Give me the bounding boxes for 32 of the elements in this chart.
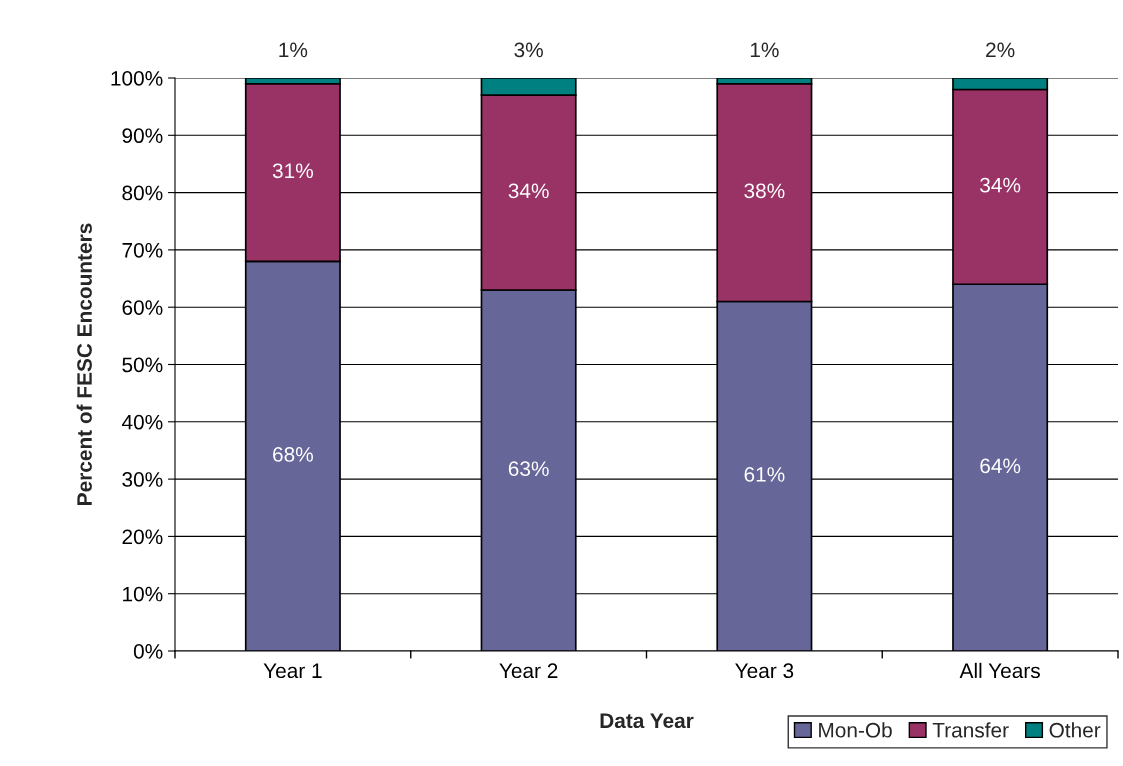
data-label: 1% — [750, 42, 779, 58]
y-axis-title: Percent of FESC Encounters — [76, 223, 92, 505]
x-tick-label: All Years — [959, 662, 1040, 679]
y-tick-label: 40% — [121, 414, 163, 430]
data-label: 31% — [272, 163, 313, 179]
y-tick-label: 20% — [122, 529, 163, 545]
y-tick-label: 10% — [123, 586, 163, 602]
y-tick-label: 0% — [133, 644, 163, 659]
y-tick-label: 90% — [122, 128, 163, 144]
y-tick-label: 50% — [122, 357, 163, 373]
data-label: 34% — [980, 177, 1021, 193]
y-tick-label: 70% — [122, 242, 163, 258]
y-tick-label: 60% — [122, 300, 163, 315]
legend-label: Transfer — [932, 722, 1009, 738]
data-label: 68% — [273, 447, 313, 462]
legend-label: Mon-Ob — [819, 722, 892, 738]
x-axis-title: Data Year — [600, 713, 694, 729]
data-label: 64% — [980, 458, 1021, 474]
y-tick-label: 30% — [122, 472, 163, 487]
legend-label: Other — [1049, 722, 1101, 738]
x-tick-label: Year 2 — [499, 663, 558, 679]
data-label: 1% — [279, 42, 308, 58]
y-tick-label: 80% — [122, 185, 163, 201]
data-label: 63% — [508, 461, 549, 477]
data-label: 34% — [508, 183, 549, 199]
data-label: 2% — [986, 42, 1015, 58]
data-label: 38% — [744, 183, 785, 199]
x-tick-label: Year 1 — [263, 663, 322, 679]
data-label: 3% — [514, 42, 543, 58]
data-label: 61% — [744, 467, 785, 482]
y-tick-label: 100% — [111, 71, 163, 86]
x-tick-label: Year 3 — [735, 663, 794, 679]
